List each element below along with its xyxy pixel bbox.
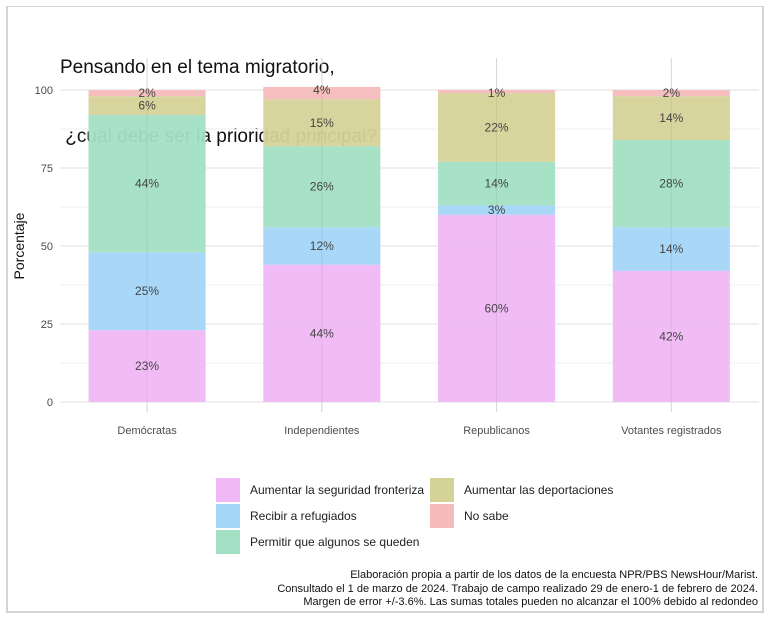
bar-segment [263,86,381,100]
caption-line-1: Elaboración propia a partir de los datos… [350,569,758,581]
caption-line-2: Consultado el 1 de marzo de 2024. Trabaj… [277,582,758,595]
source-caption: Elaboración propia a partir de los datos… [277,569,758,610]
data-label: 44% [135,177,159,191]
bar-segment [88,252,206,331]
data-label: 23% [135,359,159,373]
data-label: 22% [485,120,509,134]
bar-segment [612,139,730,228]
bar-segment [88,330,206,402]
data-label: 28% [659,177,683,191]
legend-label-no-sabe: No sabe [464,509,509,523]
data-label: 1% [488,86,506,100]
bar-segment [438,93,556,162]
data-label: 25% [135,284,159,298]
bar-segment [263,99,381,147]
y-tick-label: 50 [41,241,53,253]
data-label: 26% [310,180,334,194]
y-tick-label: 75 [41,163,53,175]
data-label: 2% [663,86,681,100]
y-tick-label: 25 [41,319,53,331]
y-axis-label: Porcentaje [11,212,27,279]
stacked-bar-chart: 025507510023%25%44%6%2%44%12%26%15%4%60%… [11,58,759,437]
data-label: 2% [138,86,156,100]
data-label: 15% [310,116,334,130]
bar-segment [88,90,206,97]
bar-segment [88,114,206,253]
data-label: 14% [659,242,683,256]
legend-key-no-sabe [430,504,454,528]
image-frame [6,6,764,613]
data-label: 6% [138,99,156,113]
legend-label-deportaciones: Aumentar las deportaciones [464,483,614,497]
x-tick-label: Votantes registrados [621,425,722,437]
legend-key-deportaciones [430,478,454,502]
legend-label-permitir: Permitir que algunos se queden [250,535,420,549]
data-label: 44% [310,326,334,340]
legend-label-refugiados: Recibir a refugiados [250,509,357,523]
legend-key-permitir [216,530,240,554]
bar-segment [612,90,730,97]
bar-segment [612,96,730,140]
bar-segment [88,96,206,115]
bar-segment [438,214,556,402]
data-label: 3% [488,203,506,217]
bar-segment [263,146,381,228]
y-tick-label: 100 [35,85,53,97]
bar-segment [263,227,381,265]
bar-segment [438,205,556,215]
data-label: 4% [313,83,331,97]
x-tick-label: Demócratas [117,425,177,437]
x-tick-label: Independientes [284,425,360,437]
bar-segment [263,264,381,402]
x-tick-label: Republicanos [463,425,530,437]
chart-title-line-1: Pensando en el tema migratorio, [60,57,335,78]
data-label: 12% [310,239,334,253]
y-tick-label: 0 [47,397,53,409]
bar-segment [438,161,556,206]
legend-label-seguridad: Aumentar la seguridad fronteriza [250,483,425,497]
legend-key-refugiados [216,504,240,528]
bar-segment [612,270,730,402]
bar-segment [612,227,730,271]
data-label: 42% [659,329,683,343]
bar-segment [438,90,556,94]
caption-line-3: Margen de error +/-3.6%. Las sumas total… [303,596,758,608]
data-label: 60% [485,301,509,315]
legend-key-seguridad [216,478,240,502]
data-label: 14% [485,177,509,191]
data-label: 14% [659,111,683,125]
